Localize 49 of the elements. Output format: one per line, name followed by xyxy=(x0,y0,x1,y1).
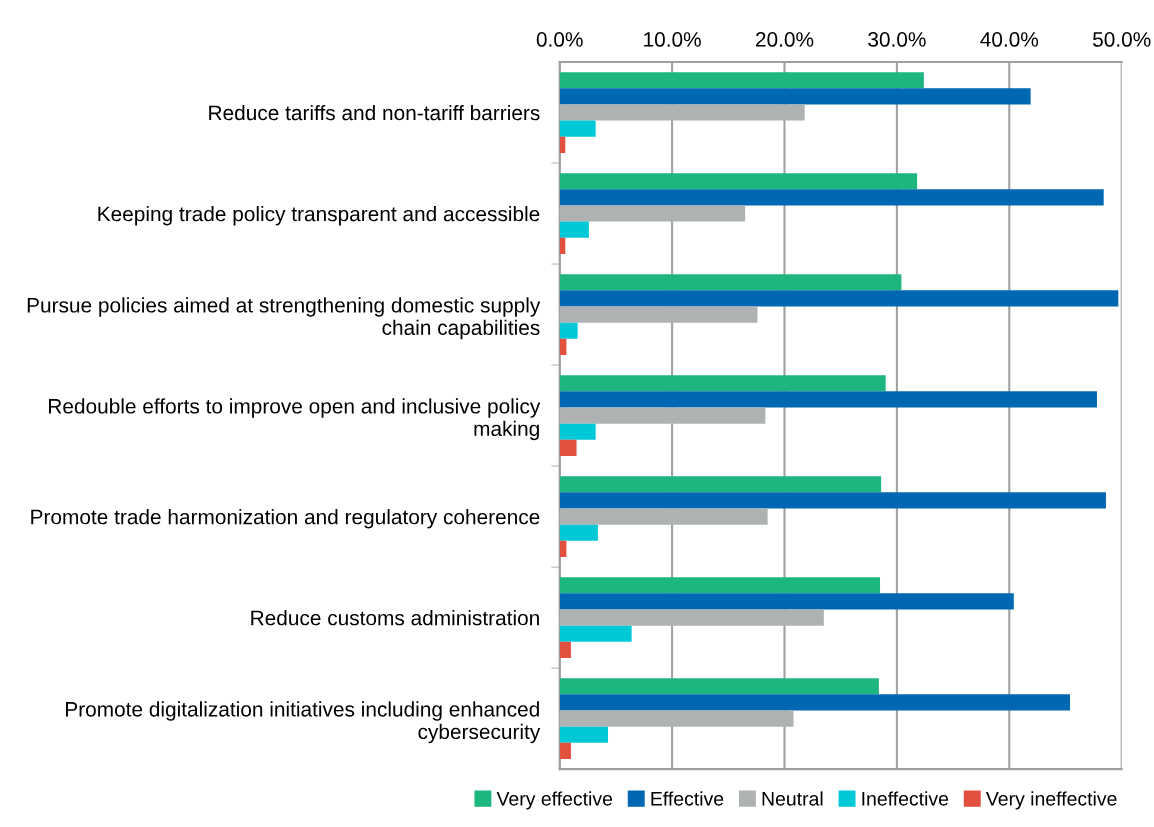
bar xyxy=(559,678,879,695)
y-tick-label: Promote trade harmonization and regulatory coherence xyxy=(31,509,540,529)
y-tick-label: Pursue policies aimed at strengthening domestic supply chain capabilities xyxy=(27,297,541,340)
bar xyxy=(559,120,596,137)
bar xyxy=(559,742,571,760)
legend-label: Effective xyxy=(651,791,724,806)
legend-label: Very effective xyxy=(496,791,613,810)
bar xyxy=(559,189,1104,206)
bar xyxy=(559,407,766,424)
bar xyxy=(559,173,918,190)
bar xyxy=(559,476,882,493)
y-tick-label: Keeping trade policy transparent and accessible xyxy=(98,205,540,226)
x-tick-label: 30.0% xyxy=(868,32,926,47)
bar xyxy=(559,274,902,291)
x-tick-label: 0.0% xyxy=(536,32,583,47)
y-tick-label: Reduce tariffs and non-tariff barriers xyxy=(209,104,540,121)
y-tick-label: Reduce customs administration xyxy=(251,610,539,626)
bar xyxy=(559,508,768,525)
bar xyxy=(559,439,577,456)
y-tick-label: Promote digitalization initiatives including enhanced cybersecurity xyxy=(66,701,541,744)
legend-label: Neutral xyxy=(762,791,823,806)
bar xyxy=(559,694,1070,711)
bar xyxy=(559,726,609,743)
x-tick-label: 40.0% xyxy=(980,32,1039,47)
x-tick-label: 20.0% xyxy=(756,32,814,47)
legend-label: Very ineffective xyxy=(985,791,1117,810)
bar xyxy=(559,593,1014,610)
bar xyxy=(559,322,578,339)
bar xyxy=(559,306,758,323)
bar xyxy=(559,104,805,121)
bar xyxy=(559,710,794,727)
bar xyxy=(559,72,924,89)
bar xyxy=(559,625,632,642)
bar xyxy=(559,290,1119,307)
bar xyxy=(559,423,596,440)
bar xyxy=(559,577,881,594)
y-tick-label: Redouble efforts to improve open and inclusive policy making xyxy=(49,398,541,441)
legend-label: Ineffective xyxy=(862,791,949,806)
bar xyxy=(559,524,598,541)
bar xyxy=(559,492,1106,509)
bar xyxy=(559,391,1097,408)
bar xyxy=(559,88,1031,105)
bar xyxy=(559,641,571,658)
bar xyxy=(559,205,746,222)
bar xyxy=(559,221,589,238)
x-tick-label: 10.0% xyxy=(644,32,701,47)
bar xyxy=(559,375,886,392)
x-tick-label: 50.0% xyxy=(1092,32,1151,47)
bar xyxy=(559,609,824,626)
